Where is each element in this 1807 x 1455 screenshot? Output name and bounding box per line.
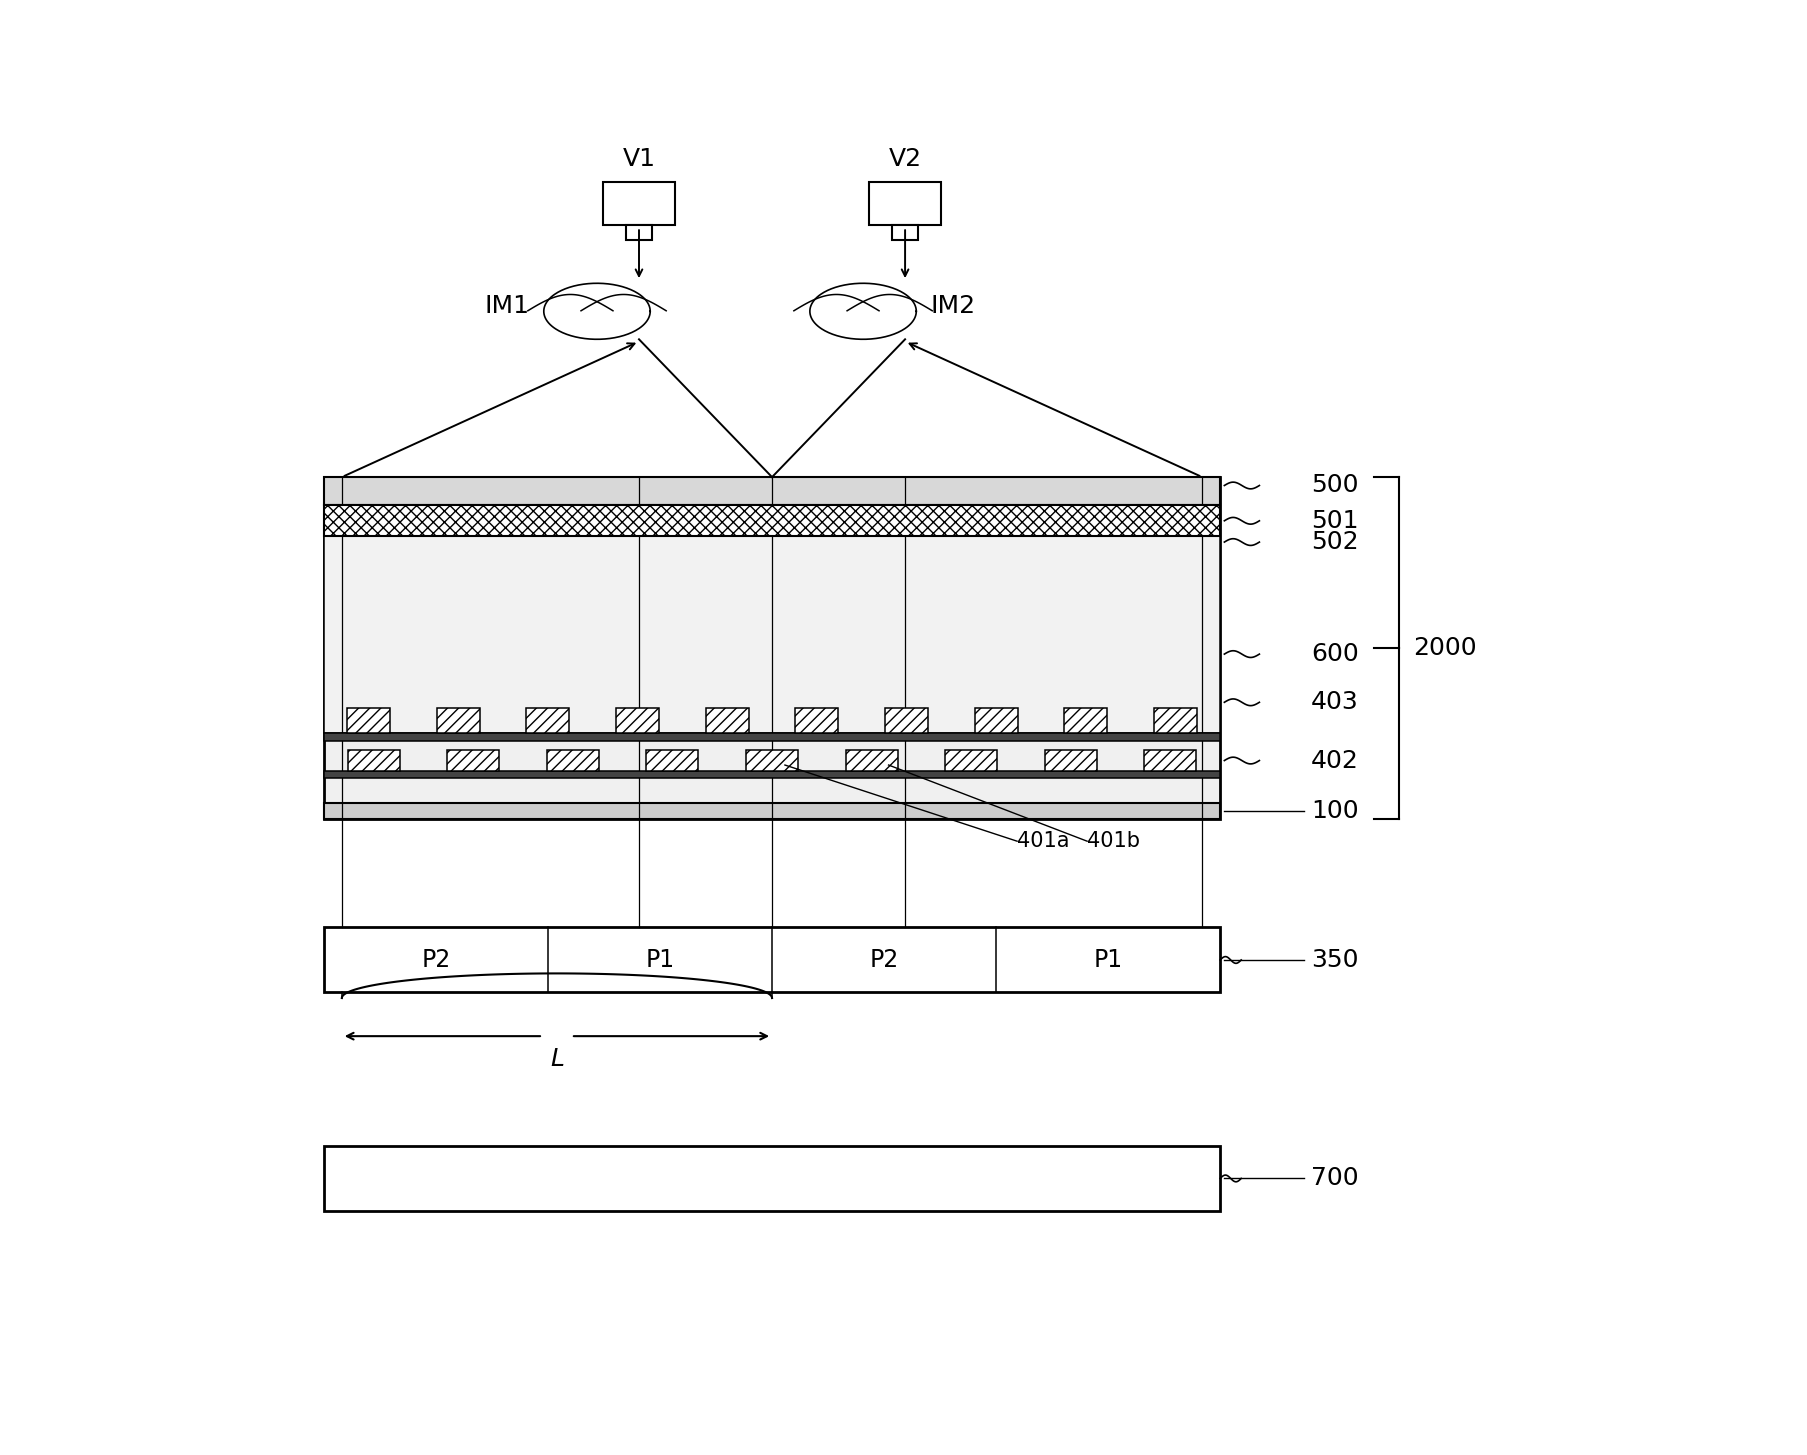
Bar (846, 751, 898, 771)
Text: 401b: 401b (1088, 831, 1140, 851)
Bar (974, 709, 1017, 732)
Bar (1155, 709, 1196, 732)
Bar (1064, 709, 1108, 732)
Text: V1: V1 (622, 147, 656, 172)
Text: 502: 502 (1312, 530, 1359, 554)
Text: P1: P1 (1093, 949, 1122, 972)
Bar (323, 1147, 1220, 1211)
Text: 501: 501 (1312, 509, 1359, 533)
Bar (323, 771, 1220, 778)
Text: L: L (549, 1048, 564, 1071)
Bar (323, 927, 1220, 992)
Bar (347, 709, 390, 732)
Text: P2: P2 (869, 949, 898, 972)
Bar (893, 226, 918, 240)
Bar (323, 537, 1220, 732)
Text: 700: 700 (1312, 1167, 1359, 1190)
Bar (616, 709, 660, 732)
Bar (647, 751, 699, 771)
Text: 350: 350 (1312, 949, 1359, 972)
Bar (323, 505, 1220, 537)
Text: 402: 402 (1312, 748, 1359, 773)
Bar (548, 751, 598, 771)
Text: 500: 500 (1312, 473, 1359, 498)
Text: P1: P1 (645, 949, 674, 972)
Bar (869, 182, 941, 226)
Text: 100: 100 (1312, 799, 1359, 824)
Text: P2: P2 (421, 949, 450, 972)
Bar (323, 803, 1220, 819)
Bar (795, 709, 838, 732)
Bar (323, 477, 1220, 819)
Text: V2: V2 (889, 147, 922, 172)
Text: 401a: 401a (1017, 831, 1070, 851)
Bar (746, 751, 799, 771)
Bar (323, 477, 1220, 505)
Bar (707, 709, 748, 732)
Bar (437, 709, 481, 732)
Bar (945, 751, 997, 771)
Bar (448, 751, 499, 771)
Text: IM2: IM2 (931, 294, 976, 317)
Bar (347, 751, 399, 771)
Bar (602, 182, 676, 226)
Bar (885, 709, 929, 732)
Text: 403: 403 (1312, 690, 1359, 714)
Text: 2000: 2000 (1413, 636, 1476, 661)
Text: IM1: IM1 (484, 294, 529, 317)
Bar (323, 732, 1220, 742)
Text: 600: 600 (1312, 642, 1359, 666)
Bar (526, 709, 569, 732)
Bar (1044, 751, 1097, 771)
Bar (1144, 751, 1196, 771)
Bar (627, 226, 652, 240)
